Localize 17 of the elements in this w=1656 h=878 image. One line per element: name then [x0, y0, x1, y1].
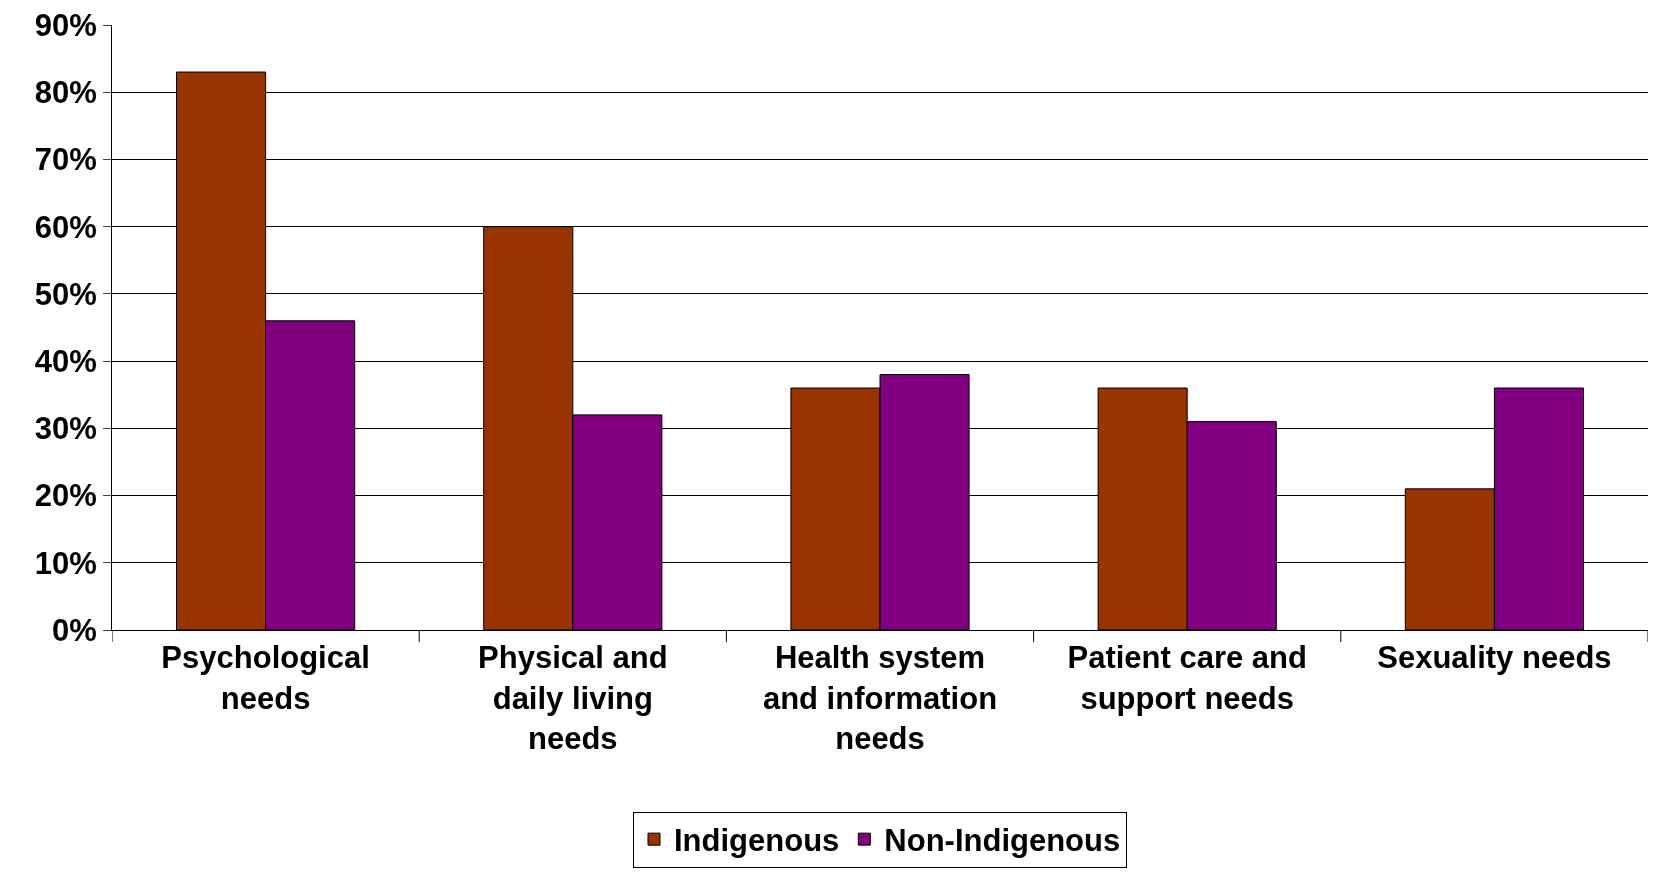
- x-tick-label: Patient care and support needs: [1067, 640, 1307, 716]
- y-tick-label: 50%: [34, 276, 97, 312]
- y-tick-label: 20%: [34, 478, 97, 514]
- y-tick-label: 30%: [34, 411, 97, 447]
- x-tick-label: Psychological needs: [161, 640, 370, 716]
- y-tick-label: 80%: [34, 75, 97, 111]
- y-tick-label: 0%: [51, 612, 97, 648]
- y-tick-label: 10%: [34, 545, 97, 581]
- y-tick-label: 60%: [34, 209, 97, 245]
- y-tick-label: 90%: [34, 7, 97, 43]
- x-tick-label: Sexuality needs: [1377, 640, 1612, 676]
- x-tick-label: Physical and daily living needs: [478, 640, 668, 756]
- y-tick-label: 40%: [34, 343, 97, 379]
- x-tick-label: Health system and information needs: [762, 640, 998, 756]
- y-tick-label: 70%: [34, 142, 97, 178]
- legend-label: Non-Indigenous: [884, 823, 1121, 859]
- legend-label: Indigenous: [674, 823, 840, 859]
